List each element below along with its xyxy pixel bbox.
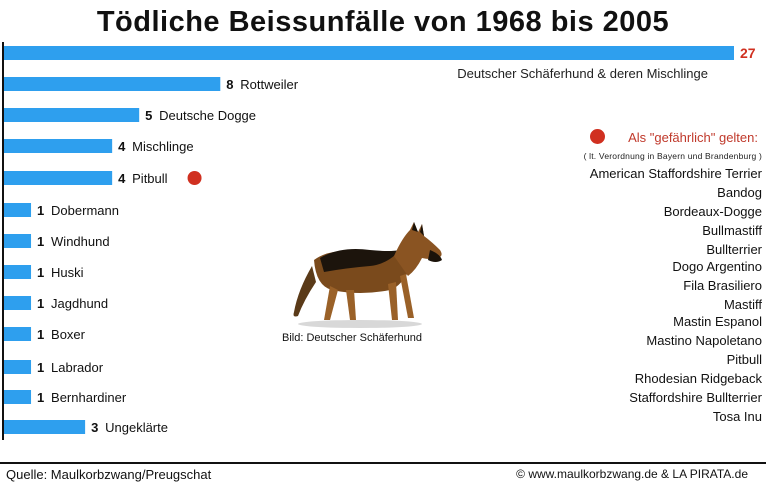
- bar-dobermann: [4, 203, 32, 217]
- top-category-label: Deutscher Schäferhund & deren Mischlinge: [457, 66, 708, 81]
- bar-jagdhund: [4, 296, 32, 310]
- legend-item-american-staffordshire-terrier: American Staffordshire Terrier: [589, 166, 762, 181]
- source-note: Quelle: Maulkorbzwang/Preugschat: [6, 467, 212, 482]
- bar-windhund: [4, 234, 32, 248]
- legend-list: American Staffordshire Terrier Bandog Bord…: [590, 166, 762, 424]
- y-axis-line: [2, 42, 4, 440]
- category-label-bernhardiner: Bernhardiner: [51, 390, 127, 405]
- legend-item-bordeaux-dogge: Bordeaux-Dogge: [663, 204, 762, 219]
- value-label-mischlinge: 4: [118, 139, 126, 154]
- category-label-labrador: Labrador: [51, 360, 104, 375]
- value-label-dobermann: 1: [37, 203, 44, 218]
- legend-item-fila-brasiliero: Fila Brasiliero: [683, 278, 762, 293]
- image-caption: Bild: Deutscher Schäferhund: [282, 332, 423, 344]
- legend-title: Als "gefährlich" gelten:: [628, 130, 758, 145]
- legend-item-tosa-inu: Tosa Inu: [712, 409, 762, 424]
- bar-mischlinge: [4, 139, 113, 153]
- legend-item-staffordshire-bullterrier: Staffordshire Bullterrier: [629, 390, 762, 405]
- german-shepherd-image: [293, 222, 442, 328]
- legend-flag-dot-icon: [590, 129, 605, 144]
- value-label-huski: 1: [37, 265, 44, 280]
- bar-deutsche-dogge: [4, 108, 140, 122]
- category-label-ungekl-rte: Ungeklärte: [105, 420, 168, 435]
- category-label-mischlinge: Mischlinge: [132, 139, 193, 154]
- value-label-ungekl-rte: 3: [91, 420, 98, 435]
- legend-item-rhodesian-ridgeback: Rhodesian Ridgeback: [634, 371, 762, 386]
- value-label-bernhardiner: 1: [37, 390, 44, 405]
- category-label-jagdhund: Jagdhund: [51, 296, 108, 311]
- bar-rottweiler: [4, 77, 221, 91]
- value-label-deutscher-sch-ferhund-deren-mischlinge: 27: [740, 45, 756, 61]
- value-label-jagdhund: 1: [37, 296, 44, 311]
- value-label-deutsche-dogge: 5: [145, 108, 152, 123]
- category-label-windhund: Windhund: [51, 234, 110, 249]
- category-label-boxer: Boxer: [51, 327, 86, 342]
- bar-huski: [4, 265, 32, 279]
- bar-labrador: [4, 360, 32, 374]
- category-label-deutsche-dogge: Deutsche Dogge: [159, 108, 256, 123]
- chart-title: Tödliche Beissunfälle von 1968 bis 2005: [96, 6, 670, 38]
- legend-item-bullterrier: Bullterrier: [706, 242, 762, 257]
- legend-note: ( lt. Verordnung in Bayern und Brandenbu…: [583, 151, 762, 161]
- value-label-rottweiler: 8: [226, 77, 233, 92]
- legend-item-dogo-argentino: Dogo Argentino: [672, 259, 762, 274]
- bar-boxer: [4, 327, 32, 341]
- copyright-note: © www.maulkorbzwang.de & LA PIRATA.de: [516, 467, 748, 481]
- legend-item-mastin-espanol: Mastin Espanol: [673, 314, 762, 329]
- value-label-pitbull: 4: [118, 171, 126, 186]
- bar-bernhardiner: [4, 390, 32, 404]
- legend-item-mastino-napoletano: Mastino Napoletano: [646, 333, 762, 348]
- value-label-labrador: 1: [37, 360, 44, 375]
- bar-ungekl-rte: [4, 420, 86, 434]
- category-label-pitbull: Pitbull: [132, 171, 168, 186]
- value-label-boxer: 1: [37, 327, 44, 342]
- flag-dot-icon: [187, 171, 202, 185]
- category-label-rottweiler: Rottweiler: [240, 77, 298, 92]
- bar-pitbull: [4, 171, 113, 185]
- category-label-huski: Huski: [51, 265, 84, 280]
- legend-item-bandog: Bandog: [717, 185, 762, 200]
- value-label-windhund: 1: [37, 234, 44, 249]
- legend-item-bullmastiff: Bullmastiff: [702, 223, 762, 238]
- legend-item-mastiff: Mastiff: [723, 297, 762, 312]
- legend-item-pitbull: Pitbull: [726, 352, 762, 367]
- category-label-dobermann: Dobermann: [51, 203, 119, 218]
- footer-divider: [0, 462, 766, 464]
- bar-deutscher-sch-ferhund-deren-mischlinge: [4, 46, 734, 60]
